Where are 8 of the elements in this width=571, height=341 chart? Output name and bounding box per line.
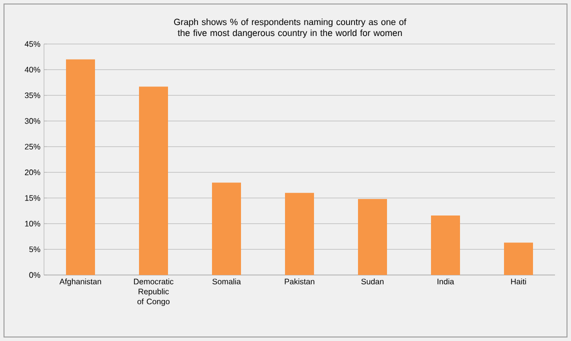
bar [139,86,168,275]
bar [212,182,242,275]
bar [431,215,460,275]
bar [285,192,314,275]
bar [504,242,534,275]
chart-title: Graph shows % of respondents naming country as one of the five most dangerous country in the world for women [174,18,406,38]
bar [66,59,96,275]
bar [358,199,388,275]
